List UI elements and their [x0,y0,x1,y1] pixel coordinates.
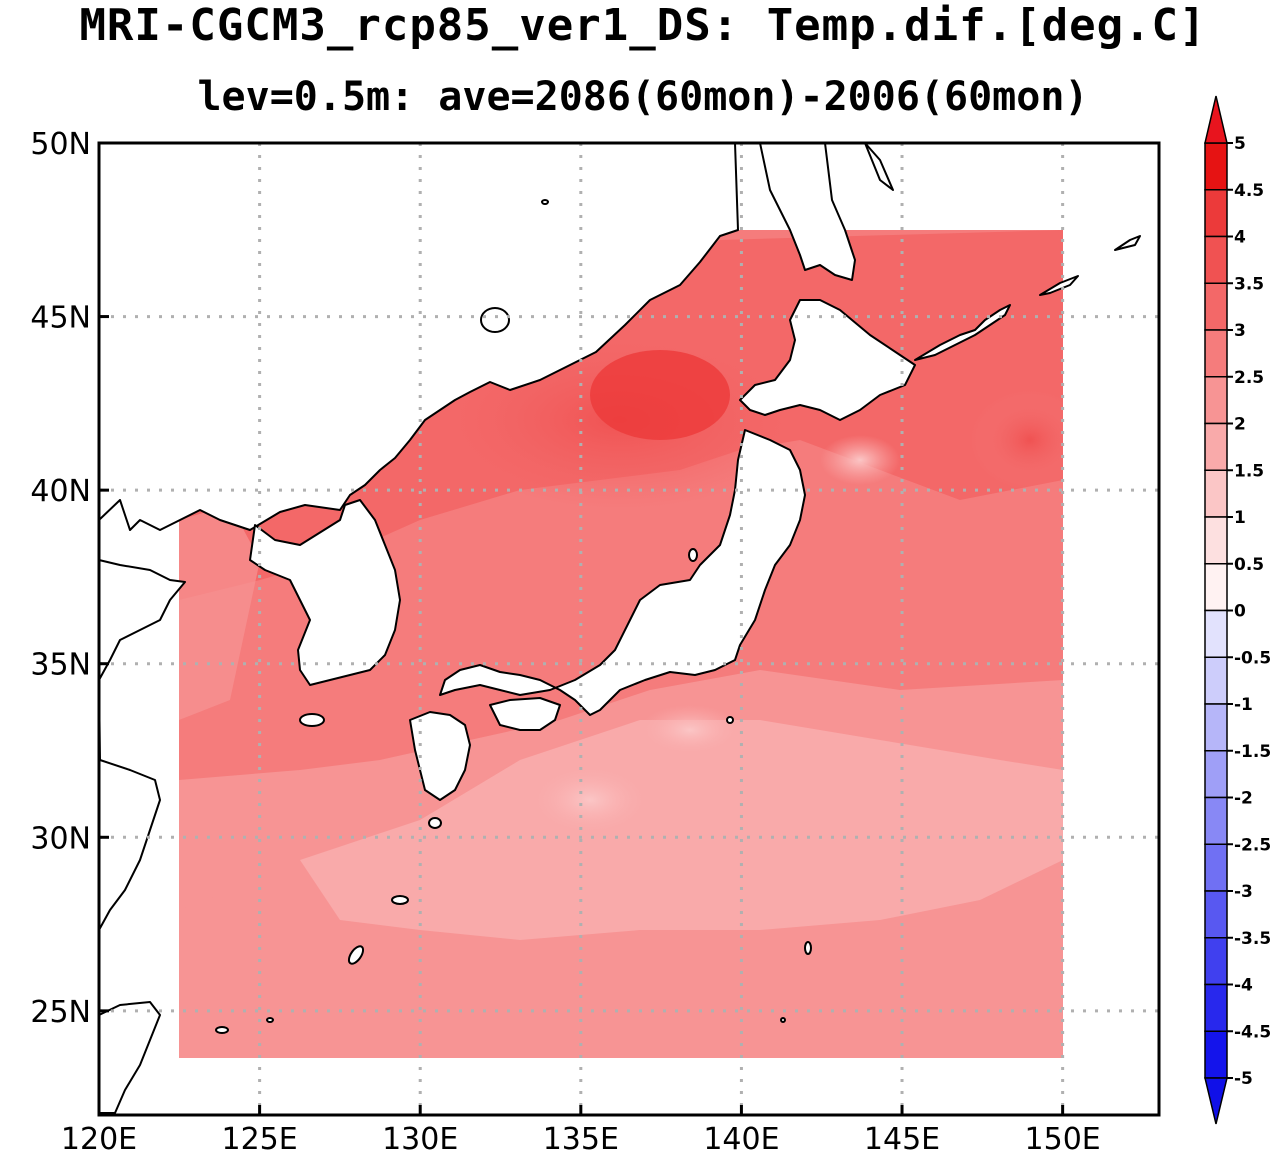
x-tick-label: 135E [543,1122,619,1157]
shikoku-island [489,697,561,731]
x-tick-label: 145E [864,1122,940,1157]
y-tick-label: 25N [30,995,91,1030]
sado-island [688,548,698,562]
colorbar-label: -1 [1234,695,1253,715]
x-tick-label: 130E [382,1122,458,1157]
colorbar-segment [1204,469,1228,518]
map-axes: 120E 125E 130E 135E 140E 145E 150E 50N 45N 40N 35N… [30,127,1100,1157]
colorbar-segment [1204,189,1228,238]
kyushu-island [409,711,471,801]
x-tick-label: 150E [1025,1122,1101,1157]
colorbar-label: -3.5 [1234,929,1271,949]
colorbar-segment [1204,937,1228,986]
colorbar-label: 4.5 [1234,181,1264,201]
kuril-islands [914,304,1011,361]
y-tick-label: 30N [30,821,91,856]
field-east-warm [970,390,1063,490]
colorbar-segment [1204,329,1228,378]
colorbar-bottom-arrow [1204,1077,1228,1125]
colorbar-label: -2 [1234,789,1253,809]
okinawa-island [347,945,365,965]
field-kuroshio-cool [530,765,650,835]
colorbar-label: -4.5 [1234,1022,1271,1042]
miyako-island [266,1017,274,1023]
colorbar-segment [1204,703,1228,752]
china-east-coast [98,679,161,931]
yakushima-island [428,817,442,829]
x-tick-label: 140E [703,1122,779,1157]
colorbar-segment [1204,376,1228,425]
sakhalin-island [759,142,856,281]
kuril-islands-north [1039,275,1079,296]
colorbar-segment [1204,750,1228,799]
colorbar-label: 0.5 [1234,555,1264,575]
colorbar-label: -2.5 [1234,835,1271,855]
colorbar-label: -1.5 [1234,742,1271,762]
colorbar-segment [1204,843,1228,892]
lake-khanka [480,307,510,333]
amami-island [391,895,409,905]
kuril-islands-far [1114,235,1141,251]
honshu-island [439,429,806,716]
sakhalin-north-coast [864,142,894,191]
colorbar-segment [1204,235,1228,284]
y-tick-label: 50N [30,127,91,162]
colorbar-top-arrow [1204,95,1228,144]
x-tick-label: 120E [61,1122,137,1157]
colorbar-label: 2.5 [1234,368,1264,388]
colorbar-label: 5 [1234,134,1246,154]
colorbar-segment [1204,282,1228,331]
colorbar-label: 0 [1234,602,1246,622]
field-sanriku-cool [820,435,900,485]
colorbar-segment [1204,796,1228,845]
colorbar-label: 3.5 [1234,274,1264,294]
colorbar-segment [1204,422,1228,471]
shandong-peninsula [98,559,186,681]
map-grid [99,143,1159,1115]
colorbar-label: 1 [1234,508,1246,528]
map-frame [97,141,1161,1117]
map-subtitle: lev=0.5m: ave=2086(60mon)-2006(60mon) [197,74,1089,120]
field-peak [590,350,730,440]
colorbar-label: 2 [1234,415,1246,435]
field-yellow-sea [179,505,260,720]
colorbar: 5 4.5 4 3.5 3 2.5 2 1.5 1 0.5 0 -0.5 -1 -1.5 -2 -2.5 -3 -… [1204,95,1271,1125]
y-tick-label: 40N [30,474,91,509]
field-cool-patch [640,705,740,755]
x-tick-label: 125E [221,1122,297,1157]
colorbar-label: -0.5 [1234,648,1271,668]
colorbar-segment [1204,890,1228,939]
colorbar-segment [1204,142,1228,191]
field-band-2 [300,720,1063,940]
small-island [780,1017,786,1023]
jeju-island [299,713,325,727]
colorbar-label: 1.5 [1234,461,1264,481]
izu-island [726,716,734,724]
small-island [541,199,549,205]
colorbar-label: -3 [1234,882,1253,902]
bonin-island [804,941,812,955]
y-tick-label: 35N [30,648,91,683]
y-tick-label: 45N [30,301,91,336]
colorbar-segment [1204,609,1228,658]
colorbar-segment [1204,983,1228,1032]
hokkaido-island [739,299,916,421]
colorbar-label: 4 [1234,228,1246,248]
colorbar-segment [1204,656,1228,705]
colorbar-segment [1204,1030,1228,1079]
colorbar-label: -4 [1234,976,1253,996]
map-title: MRI-CGCM3_rcp85_ver1_DS: Temp.dif.[deg.C… [79,0,1207,51]
colorbar-label: 3 [1234,321,1246,341]
taiwan-island [98,1001,161,1114]
colorbar-segment [1204,563,1228,612]
colorbar-label: -5 [1234,1069,1253,1089]
ishigaki-island [215,1026,229,1034]
colorbar-segment [1204,516,1228,565]
